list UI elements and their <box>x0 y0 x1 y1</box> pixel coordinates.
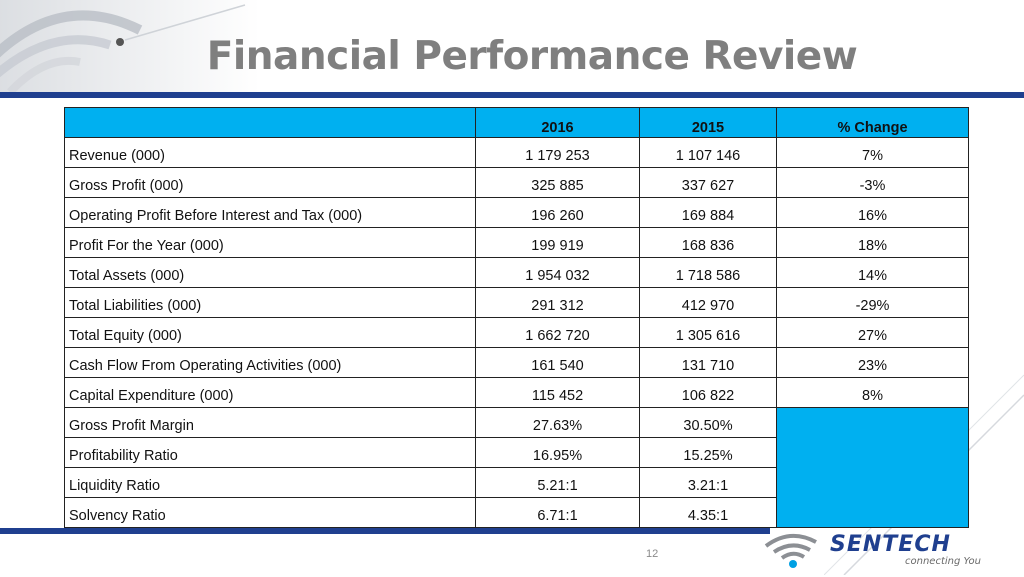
value-2015: 169 884 <box>639 197 777 228</box>
ratio-change-blank-cell <box>776 407 969 528</box>
page-title: Financial Performance Review <box>206 34 858 79</box>
logo-wordmark: SENTECH <box>830 532 951 557</box>
table-row: Cash Flow From Operating Activities (000… <box>64 347 969 378</box>
row-label: Solvency Ratio <box>64 497 476 528</box>
value-2015: 337 627 <box>639 167 777 198</box>
value-2016: 1 179 253 <box>475 137 640 168</box>
value-2016: 115 452 <box>475 377 640 408</box>
value-2015: 168 836 <box>639 227 777 258</box>
value-2015: 131 710 <box>639 347 777 378</box>
value-2015: 3.21:1 <box>639 467 777 498</box>
header-cell-label <box>64 107 476 138</box>
value-2016: 16.95% <box>475 437 640 468</box>
percent-change: 14% <box>776 257 969 288</box>
row-label: Profit For the Year (000) <box>64 227 476 258</box>
header-cell-change: % Change <box>776 107 969 138</box>
percent-change: -29% <box>776 287 969 318</box>
value-2015: 15.25% <box>639 437 777 468</box>
table-row: Profit For the Year (000) 199 919 168 83… <box>64 227 969 258</box>
table-row: Gross Profit (000) 325 885 337 627 -3% <box>64 167 969 198</box>
table-row: Total Equity (000) 1 662 720 1 305 616 2… <box>64 317 969 348</box>
row-label: Total Liabilities (000) <box>64 287 476 318</box>
row-label: Liquidity Ratio <box>64 467 476 498</box>
wireless-signal-icon <box>764 534 817 568</box>
percent-change: 7% <box>776 137 969 168</box>
percent-change: 16% <box>776 197 969 228</box>
value-2015: 1 718 586 <box>639 257 777 288</box>
percent-change: 27% <box>776 317 969 348</box>
value-2015: 4.35:1 <box>639 497 777 528</box>
percent-change: -3% <box>776 167 969 198</box>
value-2016: 291 312 <box>475 287 640 318</box>
ratio-row: Gross Profit Margin 27.63% 30.50% <box>64 407 969 528</box>
table-header-row: 2016 2015 % Change <box>64 107 969 138</box>
company-logo: SENTECH connecting You <box>760 528 1000 572</box>
value-2015: 1 305 616 <box>639 317 777 348</box>
table-row: Operating Profit Before Interest and Tax… <box>64 197 969 228</box>
wireless-signal-decoration <box>0 0 260 92</box>
row-label: Revenue (000) <box>64 137 476 168</box>
percent-change: 18% <box>776 227 969 258</box>
value-2015: 412 970 <box>639 287 777 318</box>
value-2016: 325 885 <box>475 167 640 198</box>
row-label: Gross Profit (000) <box>64 167 476 198</box>
table-row: Total Liabilities (000) 291 312 412 970 … <box>64 287 969 318</box>
ratio-row: Profitability Ratio 16.95% 15.25% <box>64 437 969 468</box>
row-label: Gross Profit Margin <box>64 407 476 438</box>
table-row: Capital Expenditure (000) 115 452 106 82… <box>64 377 969 408</box>
value-2016: 5.21:1 <box>475 467 640 498</box>
table-row: Total Assets (000) 1 954 032 1 718 586 1… <box>64 257 969 288</box>
value-2016: 196 260 <box>475 197 640 228</box>
value-2016: 27.63% <box>475 407 640 438</box>
value-2016: 1 954 032 <box>475 257 640 288</box>
row-label: Total Equity (000) <box>64 317 476 348</box>
value-2016: 161 540 <box>475 347 640 378</box>
title-divider-band <box>0 92 1024 98</box>
value-2015: 30.50% <box>639 407 777 438</box>
percent-change: 8% <box>776 377 969 408</box>
footer-band <box>0 528 770 534</box>
row-label: Capital Expenditure (000) <box>64 377 476 408</box>
value-2015: 106 822 <box>639 377 777 408</box>
value-2016: 6.71:1 <box>475 497 640 528</box>
row-label: Cash Flow From Operating Activities (000… <box>64 347 476 378</box>
ratio-row: Solvency Ratio 6.71:1 4.35:1 <box>64 497 969 528</box>
financial-table: 2016 2015 % Change Revenue (000) 1 179 2… <box>64 107 969 528</box>
percent-change: 23% <box>776 347 969 378</box>
table-row: Revenue (000) 1 179 253 1 107 146 7% <box>64 137 969 168</box>
value-2016: 199 919 <box>475 227 640 258</box>
row-label: Profitability Ratio <box>64 437 476 468</box>
page-number: 12 <box>646 548 659 560</box>
value-2016: 1 662 720 <box>475 317 640 348</box>
header-cell-2015: 2015 <box>639 107 777 138</box>
row-label: Operating Profit Before Interest and Tax… <box>64 197 476 228</box>
row-label: Total Assets (000) <box>64 257 476 288</box>
logo-tagline: connecting You <box>905 556 981 567</box>
value-2015: 1 107 146 <box>639 137 777 168</box>
header-cell-2016: 2016 <box>475 107 640 138</box>
